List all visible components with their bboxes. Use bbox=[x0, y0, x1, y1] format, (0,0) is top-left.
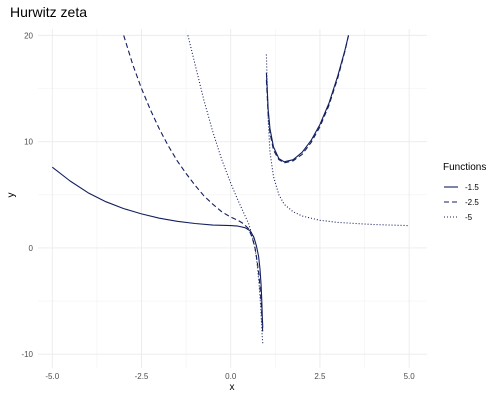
x-axis-title: x bbox=[230, 382, 235, 393]
plot-panel bbox=[38, 29, 427, 368]
legend: Functions -1.5 -2.5 -5 bbox=[443, 162, 486, 222]
series-segment bbox=[265, 35, 350, 163]
x-tick-label: 2.5 bbox=[314, 372, 326, 381]
x-tick-label: -5.0 bbox=[45, 372, 59, 381]
legend-items: -1.5 -2.5 -5 bbox=[444, 183, 479, 222]
y-tick-label: -10 bbox=[21, 350, 33, 359]
legend-label: -5 bbox=[465, 213, 473, 222]
series-segment bbox=[51, 166, 264, 328]
series-segment bbox=[265, 54, 410, 227]
series-line--1.5 bbox=[51, 35, 350, 328]
y-tick-label: 20 bbox=[24, 31, 33, 40]
y-tick-label: 10 bbox=[24, 138, 33, 147]
x-tick-label: 0.0 bbox=[225, 372, 237, 381]
legend-label: -1.5 bbox=[465, 183, 479, 192]
x-tick-label: -2.5 bbox=[135, 372, 149, 381]
series-segment bbox=[187, 35, 264, 344]
series-line--5 bbox=[187, 35, 410, 344]
series-segment bbox=[265, 35, 350, 164]
legend-item: -2.5 bbox=[444, 198, 479, 207]
legend-title: Functions bbox=[443, 162, 486, 173]
y-axis-ticks: -10 0 10 20 bbox=[21, 31, 33, 359]
grid bbox=[38, 29, 427, 368]
chart-title: Hurwitz zeta bbox=[10, 4, 87, 20]
legend-item: -1.5 bbox=[444, 183, 479, 192]
series-segment bbox=[123, 35, 264, 333]
legend-item: -5 bbox=[444, 213, 473, 222]
x-axis-ticks: -5.0 -2.5 0.0 2.5 5.0 bbox=[45, 372, 415, 381]
legend-label: -2.5 bbox=[465, 198, 479, 207]
y-axis-title: y bbox=[6, 193, 17, 198]
y-tick-label: 0 bbox=[29, 244, 34, 253]
plot-series bbox=[51, 35, 410, 344]
x-tick-label: 5.0 bbox=[404, 372, 416, 381]
series-line--2.5 bbox=[123, 35, 350, 333]
